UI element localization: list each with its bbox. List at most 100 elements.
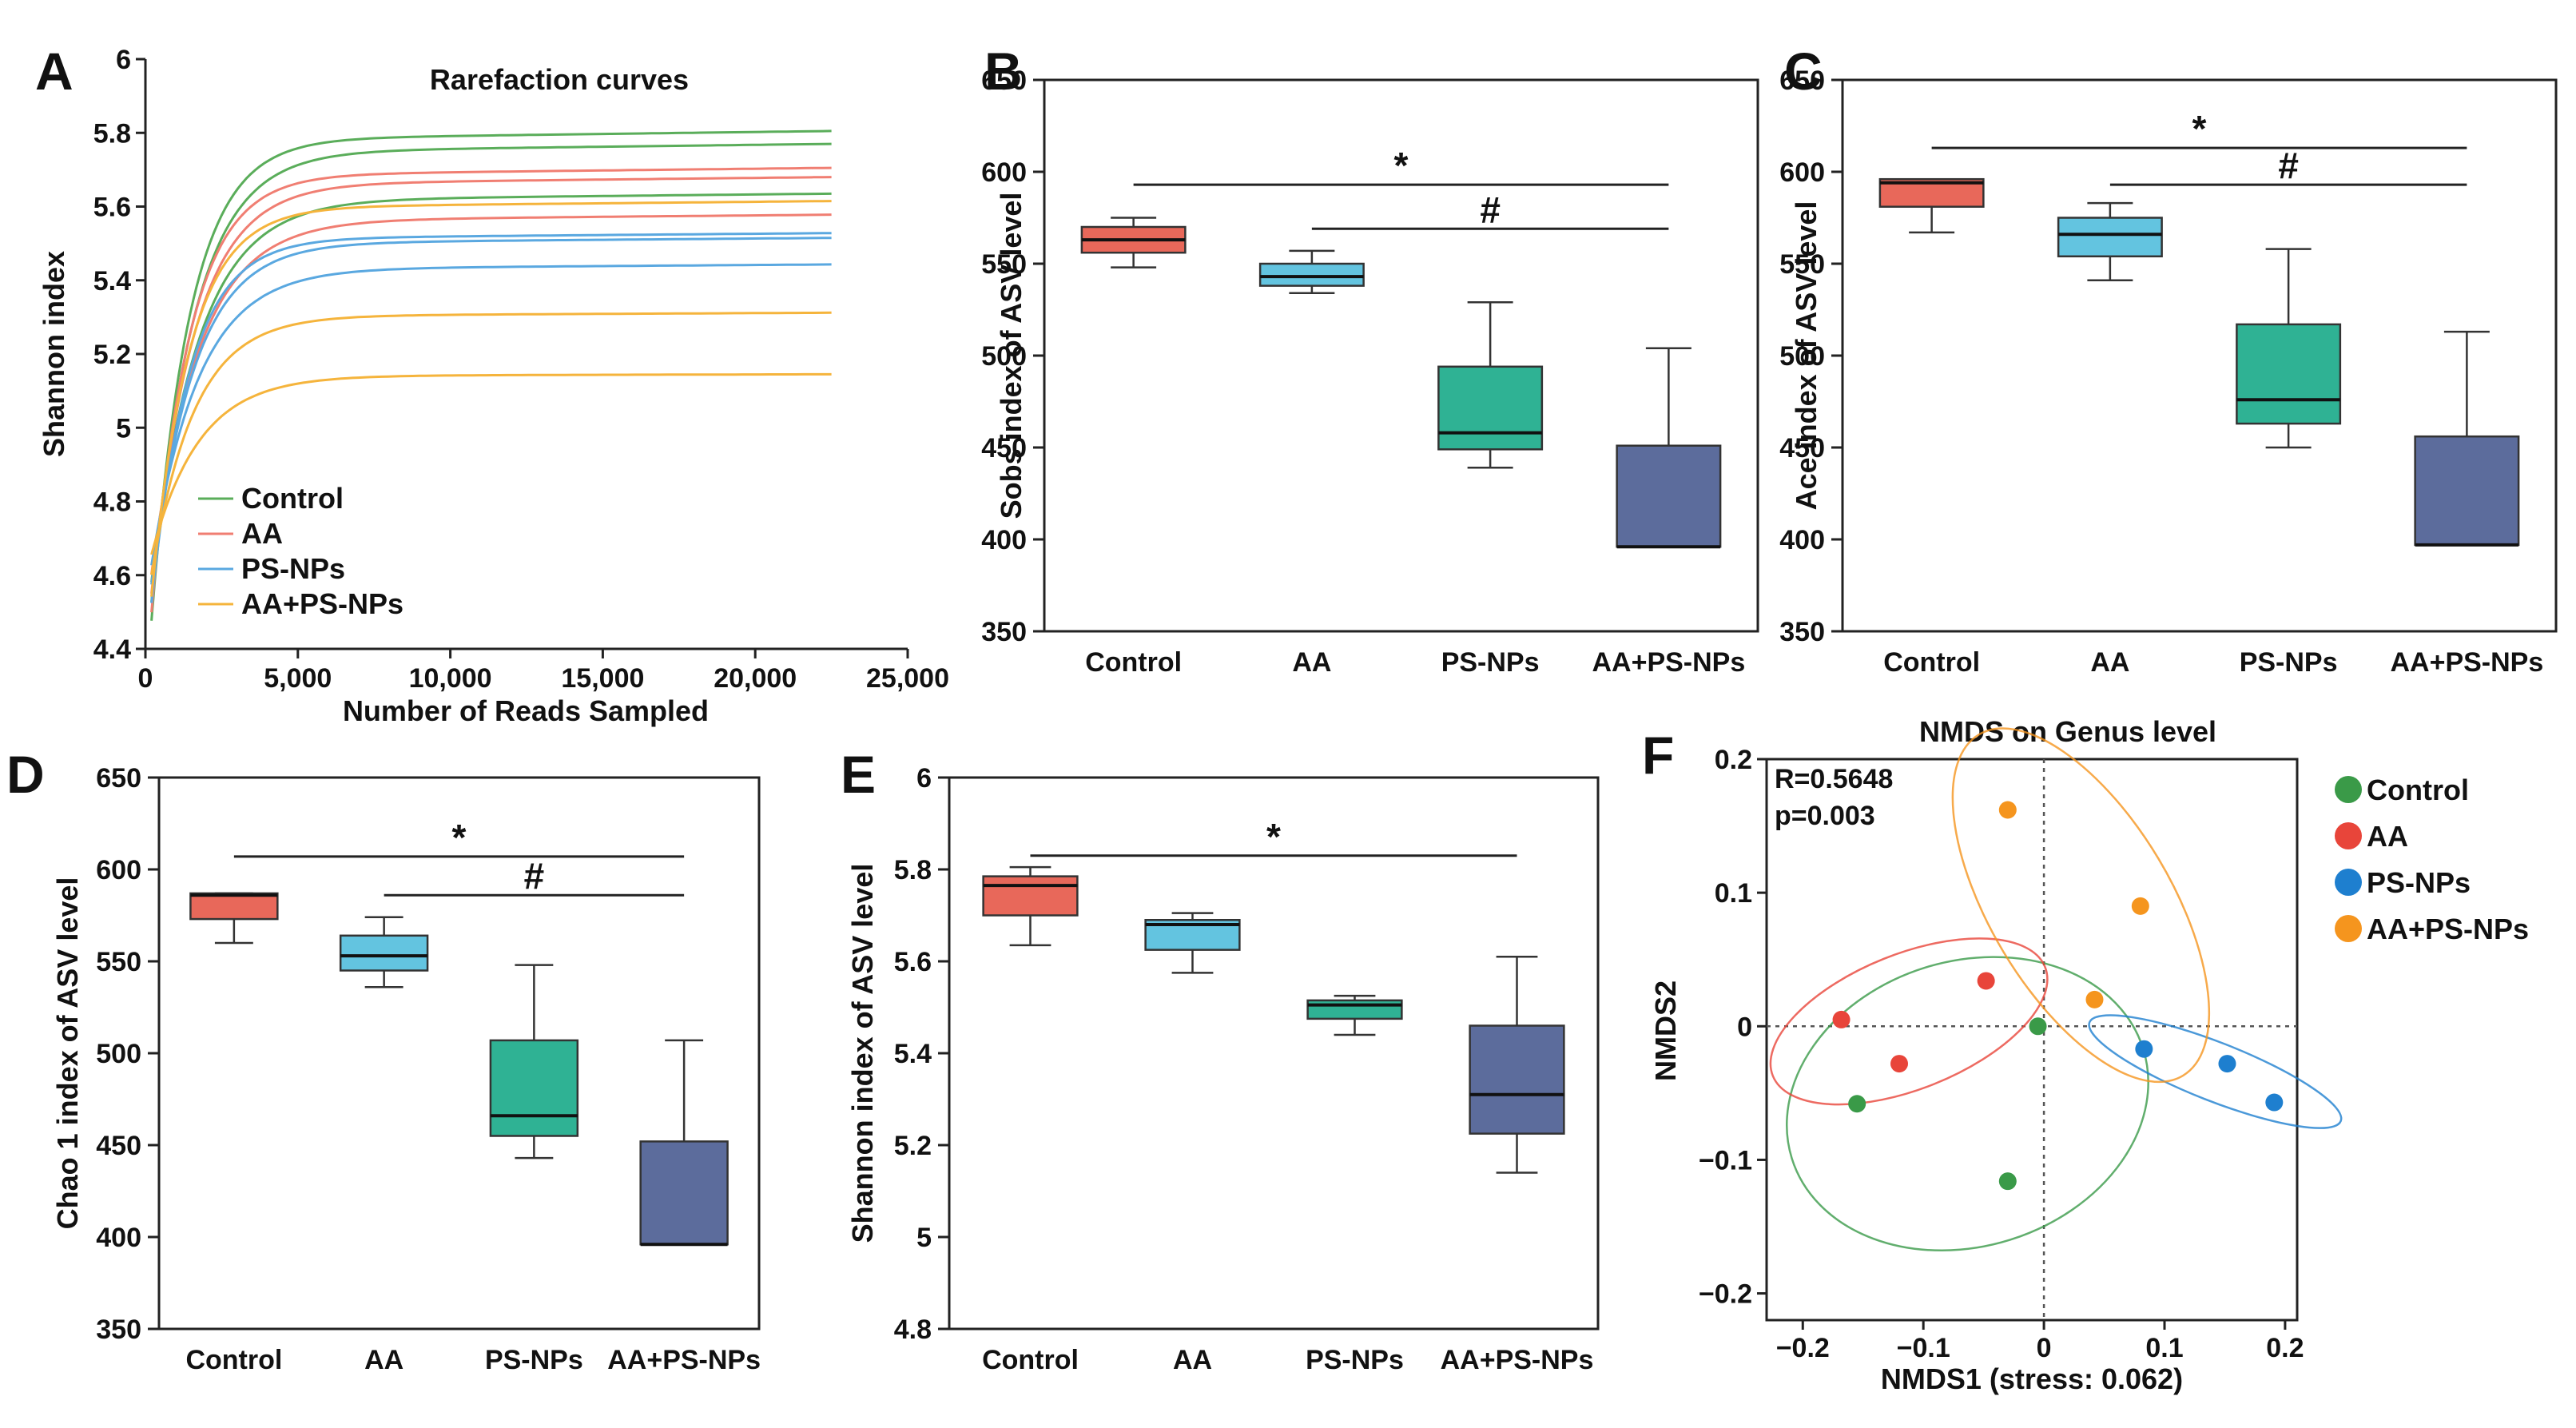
y-axis-label: Ace index of ASV level xyxy=(1790,201,1823,511)
rarefaction-curve-aa xyxy=(150,213,832,575)
rarefaction-curve-ps-nps xyxy=(150,263,832,566)
rarefaction-curve-aa-ps-nps xyxy=(150,311,832,575)
point-control xyxy=(1998,1172,2017,1191)
point-aa xyxy=(1977,972,1995,990)
rarefaction-curve-aa xyxy=(150,166,832,613)
y-tick-label: 650 xyxy=(981,66,1027,96)
box-iqr xyxy=(1258,262,1365,287)
significance-label: # xyxy=(524,855,545,897)
x-category-label: Control xyxy=(982,1345,1079,1375)
box-aa xyxy=(1258,249,1365,295)
box-iqr xyxy=(1437,365,1544,451)
y-tick-label: −0.1 xyxy=(1699,1145,1752,1175)
box-iqr xyxy=(489,1039,579,1137)
stat-text: R=0.5648 xyxy=(1775,764,1893,794)
y-tick-label: 4.8 xyxy=(93,487,131,518)
x-tick-label: 25,000 xyxy=(866,663,949,694)
y-tick-label: 550 xyxy=(981,249,1027,280)
y-tick-label: 600 xyxy=(96,855,141,885)
x-axis-label: Number of Reads Sampled xyxy=(343,694,709,727)
plot-title: Rarefaction curves xyxy=(430,63,689,96)
y-tick-label: 6 xyxy=(116,45,131,75)
x-tick-label: 0.2 xyxy=(2266,1333,2304,1363)
y-tick-label: 5.4 xyxy=(93,266,131,296)
x-category-label: AA xyxy=(1173,1345,1212,1375)
legend-label: Control xyxy=(241,482,344,515)
point-aa xyxy=(1890,1055,1908,1073)
y-tick-label: 400 xyxy=(981,525,1027,555)
y-tick-label: 450 xyxy=(1779,433,1825,463)
box-aa-ps-nps xyxy=(639,1039,729,1247)
y-tick-label: 600 xyxy=(1779,157,1825,188)
y-tick-label: 400 xyxy=(96,1223,141,1253)
box-aa-ps-nps xyxy=(1469,956,1565,1174)
y-tick-label: 5.6 xyxy=(894,947,932,977)
box-control xyxy=(982,865,1079,947)
rarefaction-curve-ps-nps xyxy=(150,237,832,585)
legend-marker xyxy=(2335,776,2362,803)
panel-b: B 350 400 450 500 550 600 650 Sobs index of ASV … xyxy=(981,42,1759,678)
panel-letter: D xyxy=(6,745,45,804)
y-tick-label: 350 xyxy=(1779,617,1825,647)
point-ps-nps xyxy=(2218,1055,2236,1073)
box-iqr xyxy=(2236,323,2342,425)
legend: Control AA PS-NPs AA+PS-NPs xyxy=(2335,774,2529,945)
y-tick-label: 6 xyxy=(916,763,932,794)
y-tick-label: 500 xyxy=(96,1039,141,1069)
plot-title: NMDS on Genus level xyxy=(1919,715,2216,748)
y-tick-label: 0.1 xyxy=(1715,878,1752,909)
box-aa-ps-nps xyxy=(2414,330,2520,547)
y-tick-label: 350 xyxy=(981,617,1027,647)
x-tick-label: −0.2 xyxy=(1776,1333,1830,1363)
box-control xyxy=(189,892,279,945)
box-ps-nps xyxy=(1437,301,1544,469)
x-category-label: AA+PS-NPs xyxy=(1441,1345,1594,1375)
panel-f: F NMDS on Genus level −0.2 −0.1 0 0.1 0.2 −0.2 −… xyxy=(1642,715,2529,1395)
legend-marker xyxy=(2335,915,2362,942)
x-category-label: AA xyxy=(1292,647,1331,678)
x-axis-label: NMDS1 (stress: 0.062) xyxy=(1881,1362,2183,1395)
x-tick-label: 15,000 xyxy=(561,663,644,694)
y-tick-label: 350 xyxy=(96,1315,141,1345)
point-control xyxy=(2029,1017,2047,1036)
y-tick-label: 4.4 xyxy=(93,634,131,665)
box-iqr xyxy=(1616,444,1722,548)
y-tick-label: 5 xyxy=(116,413,131,444)
box-ps-nps xyxy=(489,964,579,1160)
significance-label: * xyxy=(1394,145,1409,186)
box-ps-nps xyxy=(2236,248,2342,449)
x-category-label: Control xyxy=(1085,647,1182,678)
confidence-ellipse-aa-ps-nps xyxy=(1951,727,2211,1084)
legend-label: PS-NPs xyxy=(2367,866,2471,899)
panel-a: A Rarefaction curves 4.4 4.6 4.8 5 5.2 5.4 5.6 5.… xyxy=(35,42,949,727)
y-axis-label: Sobs index of ASV level xyxy=(995,193,1028,519)
y-tick-label: 400 xyxy=(1779,525,1825,555)
rarefaction-curve-ps-nps xyxy=(150,232,832,603)
y-tick-label: 550 xyxy=(1779,249,1825,280)
plot-frame xyxy=(1841,78,2558,633)
panel-letter: B xyxy=(984,42,1023,101)
point-ps-nps xyxy=(2135,1040,2153,1058)
x-category-label: AA+PS-NPs xyxy=(1592,647,1745,678)
y-tick-label: 450 xyxy=(96,1131,141,1161)
y-tick-label: 650 xyxy=(96,763,141,794)
panel-c: C 350 400 450 500 550 600 650 Ace index of ASV l… xyxy=(1779,42,2558,678)
legend-label: AA+PS-NPs xyxy=(2367,913,2529,945)
rarefaction-curve-aa-ps-nps xyxy=(150,200,832,597)
y-tick-label: 500 xyxy=(981,341,1027,372)
x-category-label: Control xyxy=(185,1345,282,1375)
legend-marker xyxy=(2335,869,2362,896)
y-tick-label: 5.8 xyxy=(894,855,932,885)
x-category-label: AA xyxy=(364,1345,403,1375)
box-iqr xyxy=(982,875,1079,917)
significance-label: * xyxy=(452,817,467,858)
point-aa-ps-nps xyxy=(2085,990,2104,1008)
y-tick-label: 5.4 xyxy=(894,1039,932,1069)
y-tick-label: 5.2 xyxy=(93,340,131,370)
box-iqr xyxy=(639,1140,729,1246)
y-axis-label: Shannon index xyxy=(38,251,70,457)
x-category-label: AA+PS-NPs xyxy=(2390,647,2543,678)
y-tick-label: 4.8 xyxy=(894,1315,932,1345)
confidence-ellipse-aa xyxy=(1769,937,2049,1106)
x-tick-label: −0.1 xyxy=(1897,1333,1950,1363)
